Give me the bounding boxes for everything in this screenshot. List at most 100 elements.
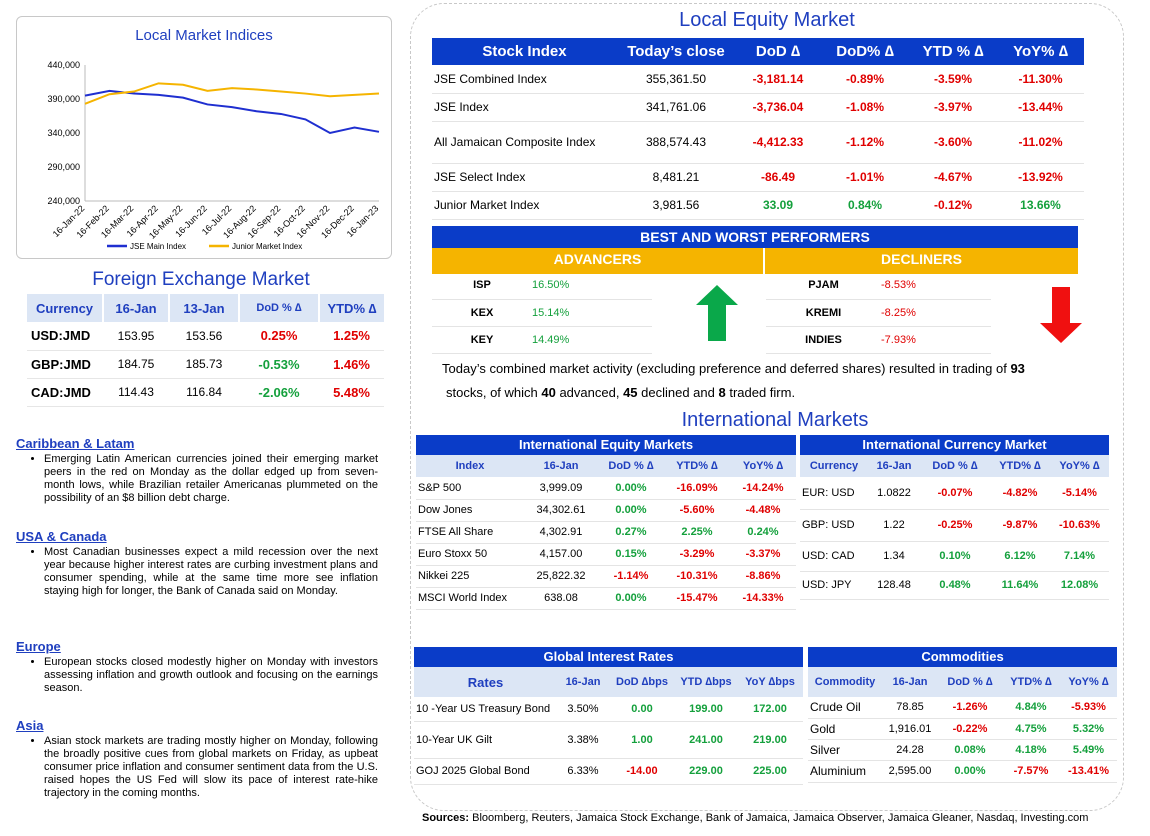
- rates-row-value: 3.50%: [557, 697, 609, 722]
- series-line-jse-main: [84, 89, 380, 135]
- ieq-row-value: 25,822.32: [524, 565, 598, 588]
- ieq-row: FTSE All Share 4,302.91 0.27% 2.25% 0.24%: [416, 521, 796, 544]
- equity-change: -1.01%: [821, 163, 909, 192]
- ieq-row: Dow Jones 34,302.61 0.00% -5.60% -4.48%: [416, 499, 796, 522]
- ieq-row-change: -3.29%: [664, 543, 730, 566]
- news-asia: AsiaAsian stock markets are trading most…: [16, 719, 378, 800]
- equity-change: -13.44%: [997, 93, 1084, 122]
- icur-header: YoY% ∆: [1059, 460, 1100, 472]
- fx-row: USD:JMD 153.95 153.56 0.25% 1.25%: [27, 322, 384, 351]
- equity-row: JSE Index 341,761.06 -3,736.04 -1.08% -3.97%…: [432, 93, 1084, 122]
- comm-row-change: 4.84%: [1002, 697, 1060, 719]
- icur-row-label: EUR: USD: [800, 477, 868, 510]
- ieq-row-change: -8.86%: [730, 565, 796, 588]
- summary-text: Today’s combined market activity (exclud…: [442, 361, 1011, 376]
- equity-name: JSE Index: [432, 93, 617, 122]
- fx-jan16: 153.95: [103, 322, 169, 351]
- comm-row-change: -1.26%: [938, 697, 1002, 719]
- decliner-row: INDIES -7.93%: [766, 326, 991, 354]
- ieq-row-change: -16.09%: [664, 477, 730, 500]
- sources-text: Bloomberg, Reuters, Jamaica Stock Exchan…: [469, 812, 1089, 824]
- news-text: Emerging Latin American currencies joine…: [44, 453, 378, 505]
- comm-row-change: -13.41%: [1060, 760, 1117, 783]
- fx-header: 16-Jan: [103, 294, 170, 322]
- ieq-row-label: Nikkei 225: [416, 565, 524, 588]
- summary-text: declined and: [637, 385, 719, 400]
- legend-label: JSE Main Index: [130, 242, 186, 251]
- ieq-row-change: 2.25%: [664, 521, 730, 544]
- equity-row: All Jamaican Composite Index 388,574.43 -4…: [432, 121, 1084, 164]
- ieq-row-value: 34,302.61: [524, 499, 598, 522]
- series-line-junior: [84, 82, 380, 105]
- news-heading[interactable]: Caribbean & Latam: [16, 436, 135, 451]
- fx-ytd: 1.25%: [319, 322, 384, 351]
- ieq-row-change: -15.47%: [664, 587, 730, 610]
- rates-header: 16-Jan: [565, 676, 601, 688]
- icur-header: 16-Jan: [876, 460, 912, 472]
- comm-header: Commodity: [814, 676, 876, 688]
- fx-jan13: 153.56: [169, 322, 239, 351]
- ieq-row-label: S&P 500: [416, 477, 524, 500]
- equity-name: All Jamaican Composite Index: [432, 121, 617, 164]
- news-heading[interactable]: Europe: [16, 639, 61, 654]
- icur-row-label: GBP: USD: [800, 509, 868, 542]
- equity-header: YTD % ∆: [922, 43, 984, 60]
- local-equity-header-row: Stock Index Today’s close DoD ∆ DoD% ∆ Y…: [432, 38, 1084, 65]
- ieq-row-change: 0.00%: [598, 477, 664, 500]
- rates-row-value: 3.38%: [557, 721, 609, 759]
- equity-header: YoY% ∆: [1013, 43, 1068, 60]
- intl-markets-title: International Markets: [681, 409, 869, 431]
- icur-row-change: -10.63%: [1050, 509, 1109, 542]
- fx-currency: CAD:JMD: [27, 378, 103, 407]
- ieq-row-change: 0.15%: [598, 543, 664, 566]
- equity-change: -86.49: [735, 163, 821, 192]
- ieq-row: S&P 500 3,999.09 0.00% -16.09% -14.24%: [416, 477, 796, 500]
- fx-jan16: 114.43: [103, 378, 169, 407]
- equity-header: Today’s close: [627, 43, 725, 60]
- icur-row-change: -4.82%: [990, 477, 1050, 510]
- comm-row-change: 0.00%: [938, 760, 1002, 783]
- news-usa-canada: USA & Canada Most Canadian businesses exp…: [16, 530, 378, 640]
- ieq-row-change: 0.27%: [598, 521, 664, 544]
- equity-change: -1.12%: [821, 121, 909, 164]
- fx-row: GBP:JMD 184.75 185.73 -0.53% 1.46%: [27, 350, 384, 379]
- comm-row-change: -5.93%: [1060, 697, 1117, 719]
- news-heading[interactable]: USA & Canada: [16, 529, 107, 544]
- icur-row-change: 12.08%: [1050, 571, 1109, 600]
- icur-row: GBP: USD 1.22 -0.25% -9.87% -10.63%: [800, 509, 1109, 542]
- advancer-ticker: KEX: [432, 299, 532, 327]
- comm-row-value: 1,916.01: [882, 718, 938, 740]
- ieq-header: DoD % ∆: [608, 460, 654, 472]
- fx-dod: 0.25%: [239, 322, 319, 351]
- decliner-row: KREMI -8.25%: [766, 299, 991, 327]
- equity-name: Junior Market Index: [432, 191, 617, 220]
- comm-row: Gold 1,916.01 -0.22% 4.75% 5.32%: [808, 718, 1117, 740]
- comm-row-change: -7.57%: [1002, 760, 1060, 783]
- advancer-change: 15.14%: [532, 299, 652, 327]
- summary-total: 93: [1010, 361, 1025, 376]
- comm-row-label: Gold: [808, 718, 882, 740]
- fx-header: DoD % ∆: [239, 294, 320, 322]
- decliner-ticker: PJAM: [766, 272, 881, 300]
- rates-row-label: 10-Year UK Gilt: [414, 721, 557, 759]
- rates-row-change: 172.00: [737, 697, 803, 722]
- rates-header: YoY ∆bps: [745, 676, 795, 688]
- comm-row-change: 4.75%: [1002, 718, 1060, 740]
- icur-row-value: 128.48: [868, 571, 920, 600]
- ieq-header: YTD% ∆: [676, 460, 718, 472]
- news-heading[interactable]: Asia: [16, 718, 44, 733]
- comm-row: Crude Oil 78.85 -1.26% 4.84% -5.93%: [808, 697, 1117, 719]
- icur-row-label: USD: CAD: [800, 541, 868, 572]
- equity-row: JSE Combined Index 355,361.50 -3,181.14 -0.…: [432, 65, 1084, 94]
- right-panel-frame: [410, 3, 1124, 811]
- summary-firm: 8: [718, 385, 726, 400]
- equity-change: -3,181.14: [735, 65, 821, 94]
- rates-header: Rates: [467, 674, 504, 690]
- fx-jan16: 184.75: [103, 350, 169, 379]
- fx-row: CAD:JMD 114.43 116.84 -2.06% 5.48%: [27, 378, 384, 407]
- equity-header: Stock Index: [482, 43, 567, 60]
- equity-close: 388,574.43: [617, 121, 735, 164]
- equity-change: -13.92%: [997, 163, 1084, 192]
- ieq-row-change: -3.37%: [730, 543, 796, 566]
- ieq-row: Euro Stoxx 50 4,157.00 0.15% -3.29% -3.37%: [416, 543, 796, 566]
